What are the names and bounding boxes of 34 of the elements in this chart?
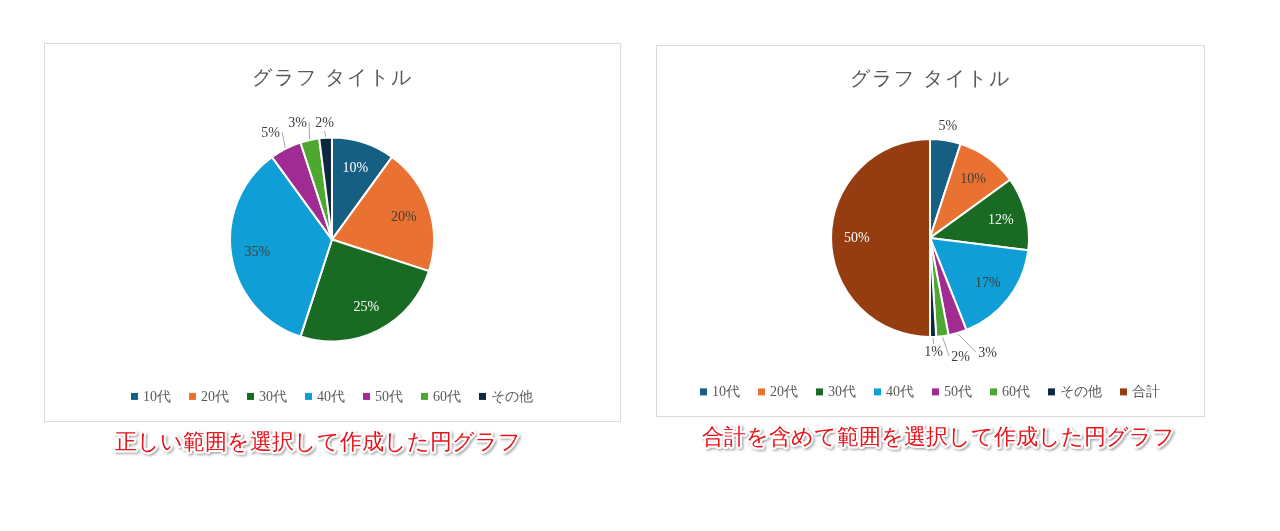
legend-label: その他 (1060, 384, 1102, 400)
legend-label: 50代 (375, 388, 403, 404)
data-label: 1% (924, 344, 944, 360)
legend-label: 30代 (259, 388, 287, 404)
legend-label: 40代 (317, 388, 345, 404)
chart-title: グラフ タイトル (251, 66, 413, 89)
data-label: 50% (843, 230, 870, 246)
data-label: 5% (261, 124, 281, 140)
legend-label: 20代 (770, 384, 798, 400)
data-label: 20% (390, 208, 417, 224)
legend-label: 20代 (201, 388, 229, 404)
legend-label: 10代 (143, 388, 171, 404)
data-label: 35% (244, 243, 271, 259)
data-label: 17% (975, 275, 1002, 291)
legend-label: 40代 (886, 384, 914, 400)
data-label: 10% (342, 160, 369, 176)
legend-label: 50代 (944, 384, 972, 400)
legend-label: 10代 (712, 384, 740, 400)
legend-label: 60代 (433, 388, 461, 404)
data-label: 2% (315, 115, 335, 131)
data-label: 12% (988, 212, 1015, 228)
data-label: 5% (938, 117, 958, 133)
data-label: 10% (960, 171, 987, 187)
legend-label: 合計 (1132, 384, 1160, 400)
text: 正しい範囲を選択して作成した円グラフ (115, 428, 521, 454)
data-label: 2% (951, 348, 971, 364)
data-label: 3% (978, 344, 998, 360)
text: 合計を含めて範囲を選択して作成した円グラフ (701, 423, 1175, 449)
legend-label: 30代 (828, 384, 856, 400)
data-label: 25% (353, 299, 380, 315)
data-label: 3% (288, 114, 308, 130)
legend-label: その他 (491, 388, 533, 404)
legend-label: 60代 (1002, 384, 1030, 400)
chart-title: グラフ タイトル (849, 67, 1011, 90)
